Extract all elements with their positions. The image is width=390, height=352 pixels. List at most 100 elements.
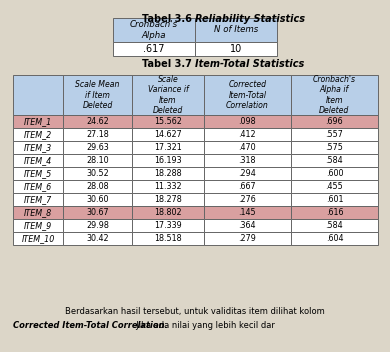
Text: Item-Total Statistics: Item-Total Statistics [195, 59, 304, 69]
Bar [132, 193, 204, 206]
Bar [63, 206, 132, 219]
Bar [132, 180, 204, 193]
Bar [132, 232, 204, 245]
Bar [63, 180, 132, 193]
Bar [63, 193, 132, 206]
Text: Tabel 3.7: Tabel 3.7 [142, 59, 195, 69]
Text: 30.42: 30.42 [86, 234, 109, 243]
Bar [63, 141, 132, 154]
Text: .600: .600 [326, 169, 343, 178]
Bar [195, 42, 277, 56]
Text: Jika ada nilai yang lebih kecil dar: Jika ada nilai yang lebih kecil dar [131, 321, 275, 330]
Text: ITEM_3: ITEM_3 [24, 143, 52, 152]
Text: 30.52: 30.52 [86, 169, 109, 178]
Bar [13, 75, 63, 115]
Text: 14.627: 14.627 [154, 130, 182, 139]
Bar [204, 128, 291, 141]
Bar [113, 42, 195, 56]
Bar [204, 115, 291, 128]
Bar [291, 128, 378, 141]
Bar [291, 232, 378, 245]
Text: 30.60: 30.60 [87, 195, 109, 204]
Bar [291, 154, 378, 167]
Text: Tabel 3.6: Tabel 3.6 [142, 14, 195, 24]
Bar [13, 206, 63, 219]
Bar [132, 154, 204, 167]
Text: Cronbach's
Alpha if
Item
Deleted: Cronbach's Alpha if Item Deleted [313, 75, 356, 115]
Bar [13, 167, 63, 180]
Bar [132, 128, 204, 141]
Bar [291, 141, 378, 154]
Bar [291, 167, 378, 180]
Bar [63, 232, 132, 245]
Text: .098: .098 [239, 117, 256, 126]
Text: ITEM_4: ITEM_4 [24, 156, 52, 165]
Text: 17.321: 17.321 [154, 143, 182, 152]
Text: 29.63: 29.63 [86, 143, 109, 152]
Text: .412: .412 [239, 130, 256, 139]
Text: Reliability Statistics: Reliability Statistics [195, 14, 305, 24]
Text: 10: 10 [230, 44, 242, 54]
Bar [13, 115, 63, 128]
Text: 18.288: 18.288 [154, 169, 182, 178]
Text: .617: .617 [143, 44, 165, 54]
Bar [291, 219, 378, 232]
Text: .584: .584 [326, 221, 343, 230]
Bar [13, 141, 63, 154]
Text: .470: .470 [239, 143, 256, 152]
Bar [63, 154, 132, 167]
Text: ITEM_5: ITEM_5 [24, 169, 52, 178]
Text: 27.18: 27.18 [86, 130, 109, 139]
Bar [132, 219, 204, 232]
Bar [291, 75, 378, 115]
Text: Scale Mean
if Item
Deleted: Scale Mean if Item Deleted [76, 80, 120, 110]
Text: .557: .557 [325, 130, 343, 139]
Bar [132, 141, 204, 154]
Text: .604: .604 [326, 234, 343, 243]
Text: 18.278: 18.278 [154, 195, 182, 204]
Text: .696: .696 [326, 117, 343, 126]
Bar [204, 180, 291, 193]
Text: .455: .455 [326, 182, 343, 191]
Bar [13, 154, 63, 167]
Text: .616: .616 [326, 208, 343, 217]
Bar [132, 115, 204, 128]
Text: 29.98: 29.98 [86, 221, 109, 230]
Text: 18.802: 18.802 [154, 208, 182, 217]
Bar [204, 206, 291, 219]
Text: .145: .145 [239, 208, 256, 217]
Bar [13, 180, 63, 193]
Text: 24.62: 24.62 [86, 117, 109, 126]
Text: ITEM_10: ITEM_10 [21, 234, 55, 243]
Bar [113, 18, 195, 42]
Text: 28.08: 28.08 [86, 182, 109, 191]
Text: .279: .279 [238, 234, 256, 243]
Bar [132, 167, 204, 180]
Bar [291, 206, 378, 219]
Bar [63, 115, 132, 128]
Text: Scale
Variance if
Item
Deleted: Scale Variance if Item Deleted [147, 75, 188, 115]
Text: Cronbach's
Alpha: Cronbach's Alpha [130, 20, 178, 40]
Text: ITEM_7: ITEM_7 [24, 195, 52, 204]
Text: .276: .276 [238, 195, 256, 204]
Bar [13, 219, 63, 232]
Bar [132, 75, 204, 115]
Text: ITEM_9: ITEM_9 [24, 221, 52, 230]
Text: .584: .584 [326, 156, 343, 165]
Bar [195, 18, 277, 42]
Bar [204, 193, 291, 206]
Text: .364: .364 [239, 221, 256, 230]
Bar [13, 232, 63, 245]
Text: .575: .575 [325, 143, 343, 152]
Bar [63, 128, 132, 141]
Text: .601: .601 [326, 195, 343, 204]
Bar [291, 180, 378, 193]
Bar [291, 115, 378, 128]
Text: 16.193: 16.193 [154, 156, 182, 165]
Text: ITEM_8: ITEM_8 [24, 208, 52, 217]
Text: 11.332: 11.332 [154, 182, 182, 191]
Bar [13, 193, 63, 206]
Bar [63, 75, 132, 115]
Text: ITEM_6: ITEM_6 [24, 182, 52, 191]
Bar [63, 167, 132, 180]
